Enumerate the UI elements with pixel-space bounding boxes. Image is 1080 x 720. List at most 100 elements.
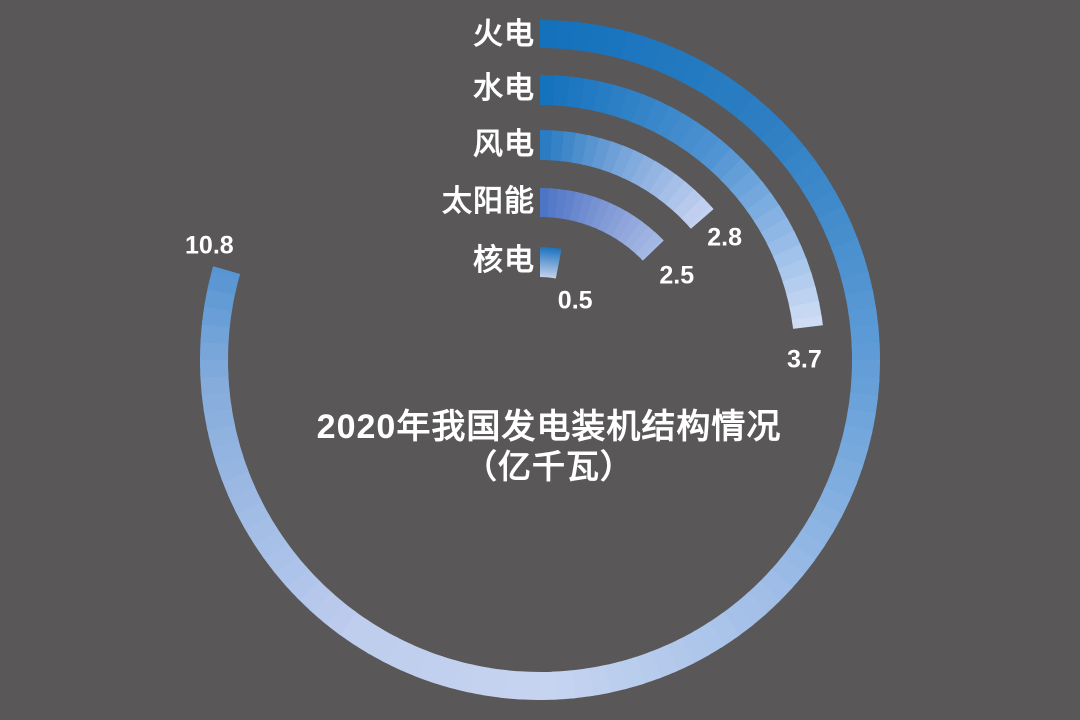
arc-segment-solar [554,188,570,220]
arc-segment-thermal [666,49,699,85]
arc-segment-thermal [719,602,754,638]
arc-segment-thermal [757,568,793,604]
arc-segment-solar [584,196,604,228]
arc-hydro [540,75,823,329]
arc-segment-wind [673,189,705,221]
arc-segment-thermal [234,497,270,530]
arc-segment-wind [657,173,688,207]
arc-segment-thermal [823,471,858,503]
arc-segment-hydro [720,158,755,193]
arc-segment-hydro [767,230,802,260]
arc-segment-nuclear [540,247,562,279]
arc-segment-wind [648,167,678,200]
arc-segment-hydro [667,113,699,149]
arc-segment-thermal [810,190,846,223]
arc-segment-thermal [308,588,344,625]
arc-segment-thermal [243,512,279,546]
arc-segment-thermal [262,539,298,574]
arc-segment-wind [681,197,714,229]
arc-segment-thermal [745,580,781,616]
arc-segment-thermal [397,643,429,678]
arc-segment-thermal [779,543,816,578]
arc-segment-thermal [799,516,835,550]
arc-segment-thermal [272,552,309,588]
arc-segment-thermal [681,57,715,92]
arc-segment-thermal [706,612,740,648]
arc-segment-hydro [643,99,673,135]
arc-segment-thermal [252,526,288,560]
arc-segment-thermal [211,266,241,280]
arc-solar [540,188,664,261]
arc-segment-hydro [791,315,823,329]
arc-segment-thermal [199,355,229,378]
arc-segment-solar [598,202,621,234]
arc-segment-solar [629,226,657,256]
arc-segment-thermal [535,671,558,701]
arc-segment-hydro [606,84,632,119]
arc-segment-hydro [678,120,711,156]
arc-segment-thermal [815,486,851,519]
chart-title-text: 2020年我国发电装机结构情况 [316,408,782,446]
arc-segment-hydro [738,180,773,214]
arc-segment-thermal [350,619,384,655]
arc-segment-thermal [792,160,828,194]
arc-wind [540,130,714,229]
arc-segment-thermal [771,132,808,168]
arc-segment-wind [640,160,668,194]
arc-segment-thermal [748,107,784,143]
arc-segment-solar [617,215,644,246]
arc-segment-thermal [760,119,796,155]
arc-segment-thermal [709,74,744,111]
arc-segment-thermal [551,670,576,700]
chart-title: 2020年我国发电装机结构情况 （亿千瓦） [317,408,782,486]
arc-segment-solar [641,238,664,261]
arc-segment-thermal [692,621,726,657]
arc-segment-thermal [851,342,881,365]
chart-unit-text: （亿千瓦） [463,448,634,485]
arc-segment-thermal [322,599,357,636]
arc-segment-wind [688,206,714,229]
arc-segment-thermal [789,529,826,564]
arc-segment-solar [611,211,636,242]
arc-thermal [199,20,881,701]
arc-segment-thermal [801,174,837,208]
arc-segment-wind [611,145,637,179]
arc-segment-wind [581,135,603,168]
arc-segment-wind [591,137,615,171]
arc-segment-hydro [760,217,796,248]
arc-segment-thermal [723,84,758,121]
arc-segment-thermal [850,324,880,349]
arc-segment-thermal [336,609,371,646]
arc-segment-wind [665,181,697,214]
arc-segment-hydro [710,148,745,183]
arc-segment-thermal [651,42,683,77]
arc-segment-wind [630,155,658,189]
arc-segment-hydro [618,88,646,124]
arc-segment-hydro [753,204,789,236]
arc-segment-hydro [689,129,723,165]
arc-segment-solar [604,206,629,238]
arc-segment-hydro [772,244,808,272]
arc-segment-thermal [381,635,414,671]
arc-segment-hydro [729,169,764,203]
arc-segment-thermal [768,556,805,592]
arc-nuclear [540,247,562,279]
arc-segment-thermal [736,95,772,132]
arc-segment-solar [562,190,579,221]
arc-segment-wind [621,149,648,184]
arc-segment-solar [635,232,664,261]
arc-segment-thermal [782,146,818,181]
arc-segment-wind [601,141,626,175]
arc-segment-solar [624,220,651,251]
arc-segment-thermal [732,591,768,628]
arc-segment-thermal [365,628,399,663]
arc-segment-thermal [696,65,730,101]
arc-segment-solar [577,193,596,225]
arc-segment-thermal [200,371,230,396]
arc-segment-hydro [631,93,660,129]
arc-segment-hydro [655,106,686,141]
arc-segment-thermal [808,501,843,535]
arc-segment-thermal [296,577,332,613]
